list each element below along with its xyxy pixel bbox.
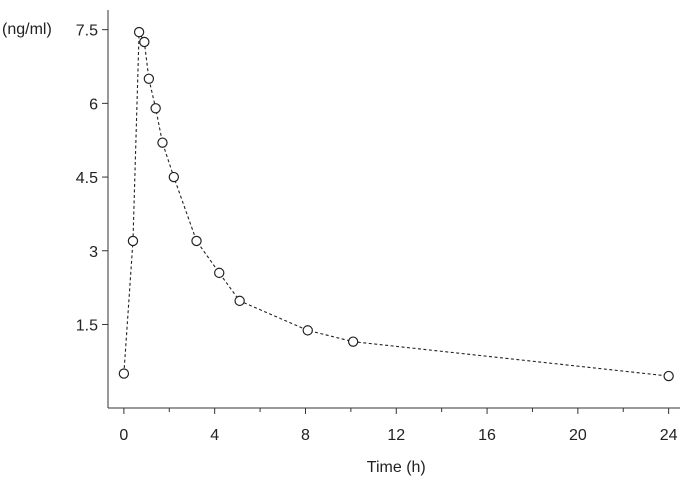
x-tick-label: 24	[660, 427, 678, 444]
x-ticks: 0 4 8 12 16 20 24	[119, 408, 678, 444]
data-point	[214, 267, 225, 279]
data-point	[157, 137, 168, 148]
series-line	[123, 30, 669, 377]
data-point	[118, 368, 130, 379]
y-tick-label: 3	[89, 244, 98, 261]
x-axis-title: Time (h)	[367, 459, 426, 476]
data-point	[127, 235, 139, 247]
series-layer	[118, 26, 674, 382]
y-tick-label: 6	[89, 96, 98, 113]
data-point	[347, 336, 359, 347]
x-tick-label: 12	[387, 427, 405, 444]
data-point	[143, 73, 155, 84]
data-point	[302, 325, 313, 336]
y-tick-label: 4.5	[76, 170, 98, 187]
axes	[107, 10, 680, 409]
x-tick-label: 8	[301, 427, 310, 444]
y-ticks: 1.5 3 4.5 6 7.5	[76, 23, 108, 334]
y-axis-title: (ng/ml)	[2, 21, 52, 38]
x-tick-label: 0	[119, 427, 128, 444]
data-point	[133, 26, 145, 38]
x-tick-label: 20	[569, 427, 587, 444]
x-tick-label: 16	[478, 427, 496, 444]
data-point	[191, 235, 202, 247]
data-point	[150, 103, 161, 114]
y-tick-label: 7.5	[76, 23, 98, 40]
data-point	[139, 36, 150, 48]
data-point	[234, 295, 245, 307]
y-tick-label: 1.5	[76, 317, 98, 334]
x-tick-label: 4	[210, 427, 219, 444]
data-point	[168, 171, 180, 183]
data-point	[663, 370, 674, 382]
